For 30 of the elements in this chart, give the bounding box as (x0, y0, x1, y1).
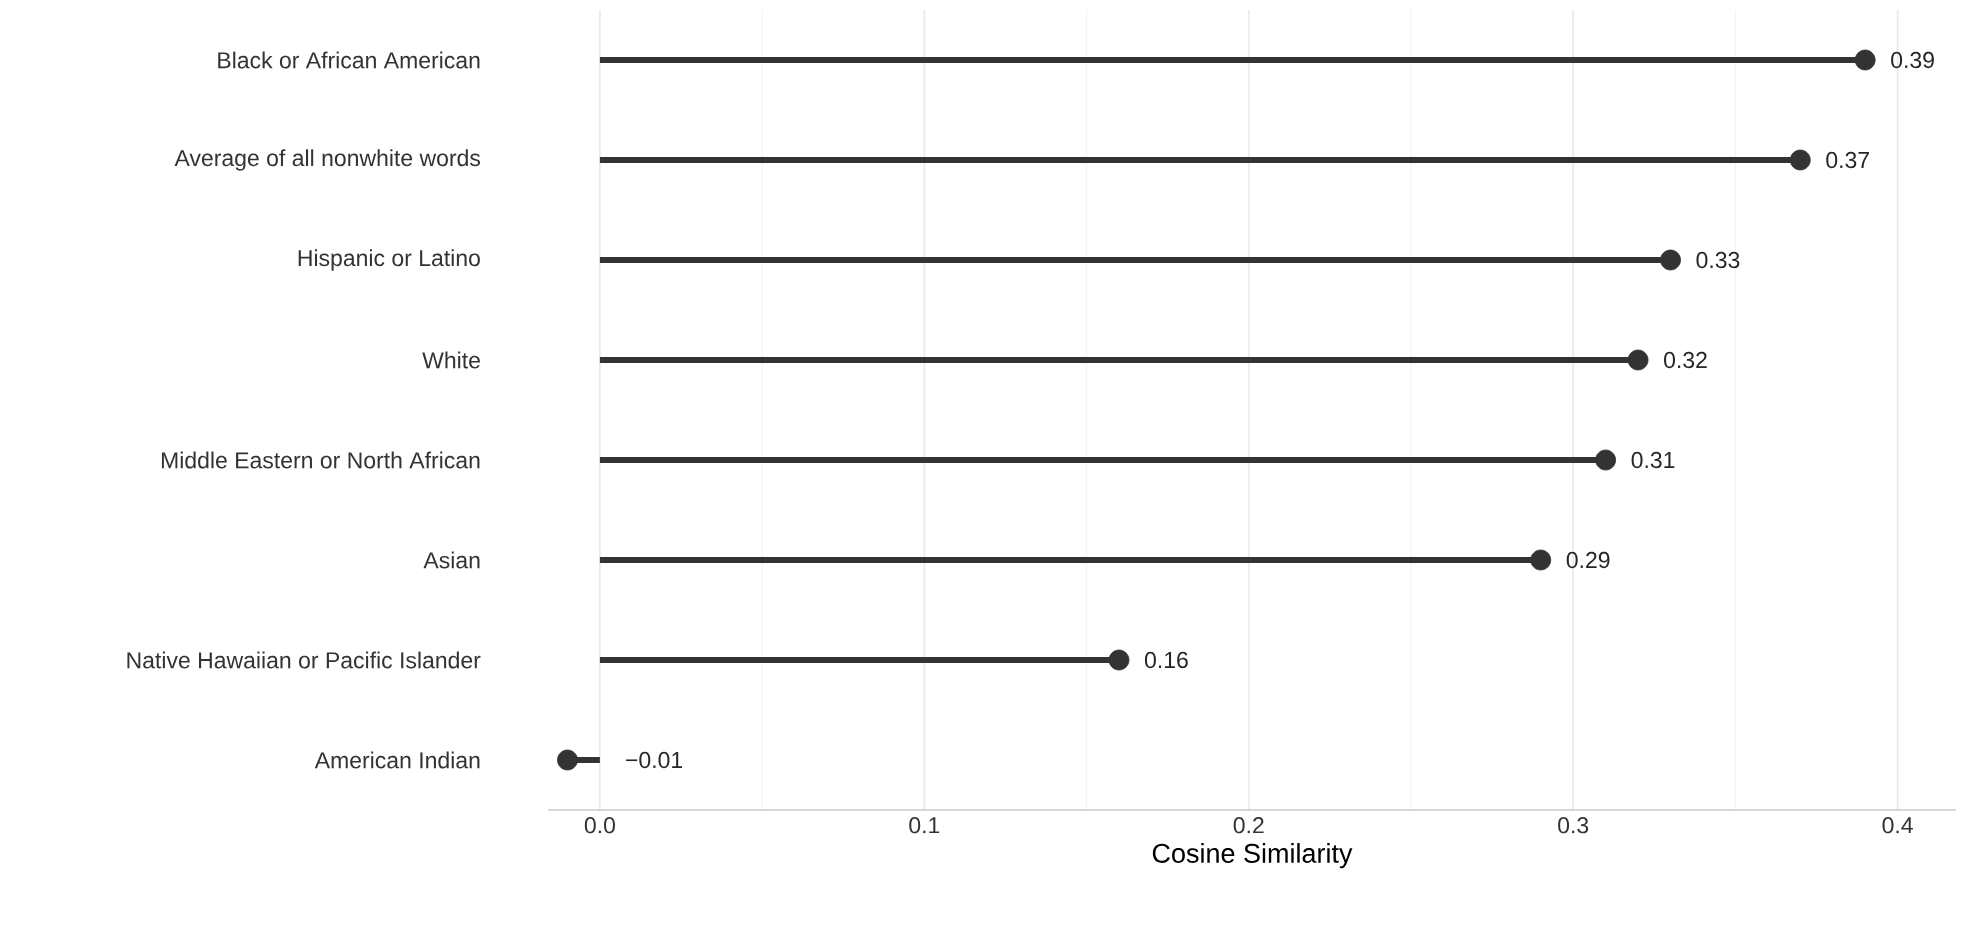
y-tick-label: Black or African American (218, 51, 480, 69)
point (557, 749, 578, 771)
y-tick-label: Middle Eastern or North African (161, 451, 480, 469)
point (1530, 549, 1552, 571)
data-label: 0.29 (1566, 551, 1610, 569)
point (1660, 249, 1681, 271)
x-axis-title: Cosine Similarity (1152, 843, 1353, 869)
data-label: 0.37 (1826, 151, 1869, 169)
x-tick-label: 0.0 (584, 817, 615, 834)
point (1854, 49, 1876, 71)
point (1595, 449, 1617, 471)
data-label: 0.16 (1144, 651, 1188, 669)
point (1108, 649, 1130, 671)
y-tick-label: Average of all nonwhite words (174, 149, 481, 171)
point (1789, 149, 1811, 171)
data-label: 0.39 (1891, 51, 1934, 69)
point (1627, 349, 1649, 371)
y-tick-label: Native Hawaiian or Pacific Islander (127, 651, 481, 669)
data-label: 0.33 (1696, 251, 1740, 269)
x-tick-label: 0.1 (909, 817, 940, 834)
y-tick-label: White (422, 351, 480, 369)
x-tick-label: 0.3 (1558, 817, 1589, 834)
y-tick-label: Hispanic or Latino (298, 249, 480, 271)
y-tick-label: American Indian (314, 751, 480, 769)
x-tick-label: 0.4 (1882, 817, 1913, 834)
data-label: 0.31 (1631, 451, 1675, 469)
y-tick-label: Asian (423, 551, 480, 569)
data-label: 0.32 (1664, 351, 1707, 369)
data-label: −0.01 (626, 751, 683, 769)
x-tick-label: 0.2 (1233, 817, 1264, 834)
